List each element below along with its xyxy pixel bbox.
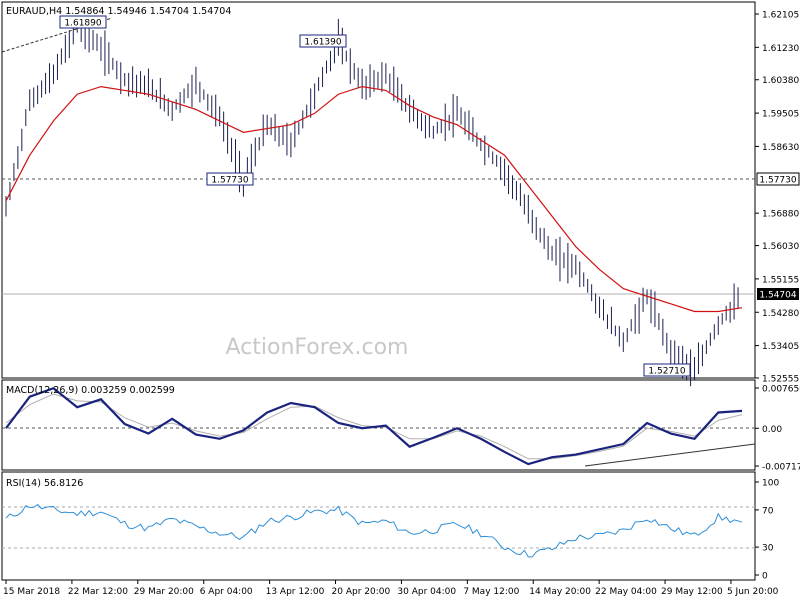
annotation-low-2: 1.52710 [643,363,691,377]
time-tick-label: 30 Apr 04:00 [397,587,456,597]
rsi-tick-label: 30 [762,544,774,554]
price-tick-label: 1.53405 [762,342,799,352]
svg-text:1.61890: 1.61890 [64,19,101,29]
price-tick-label: 1.60380 [762,76,799,86]
rsi-axis: 100 70 30 0 [755,479,779,582]
price-tick-label: 1.52555 [762,375,799,385]
price-tick-label: 1.59505 [762,110,799,120]
macd-line [5,387,743,466]
price-tick-label: 1.56880 [762,210,799,220]
price-tick-label: 1.61230 [762,44,799,54]
annotation-high-1: 1.61890 [59,15,107,29]
time-tick-label: 29 May 12:00 [661,587,723,597]
rsi-panel-title: RSI(14) 56.8126 [6,478,83,489]
time-tick-label: 22 Mar 12:00 [68,587,128,597]
price-tick-label: 1.55155 [762,275,799,285]
time-tick-label: 29 Mar 20:00 [134,587,194,597]
time-tick-label: 22 May 04:00 [595,587,657,597]
time-tick-label: 13 Apr 12:00 [266,587,325,597]
price-panel-title: EURAUD,H4 1.54864 1.54946 1.54704 1.5470… [6,6,231,17]
rsi-panel [1,471,756,581]
price-tick-label: 1.54280 [762,309,799,319]
svg-text:1.57730: 1.57730 [211,176,248,186]
price-tick-label: 1.58630 [762,143,799,153]
svg-text:1.57730: 1.57730 [759,176,796,186]
sma-layer [5,85,743,313]
time-axis: 15 Mar 2018 22 Mar 12:00 29 Mar 20:00 6 Apr… [3,580,779,597]
time-tick-label: 5 Jun 20:00 [727,587,779,597]
watermark: ActionForex.com [226,335,409,360]
macd-layer [5,387,743,466]
time-tick-label: 20 Apr 20:00 [332,587,391,597]
svg-text:1.52710: 1.52710 [648,367,685,377]
rsi-tick-label: 100 [762,479,779,489]
macd-trendline [584,443,756,467]
macd-tick-label: 0.00 [762,425,782,435]
annotation-low-1: 1.57730 [206,172,254,186]
time-tick-label: 6 Apr 04:00 [200,587,253,597]
svg-text:1.61390: 1.61390 [304,38,341,48]
price-axis: 1.62105 1.61230 1.60380 1.59505 1.58630 1.568… [755,11,799,385]
time-tick-label: 15 Mar 2018 [3,587,60,597]
price-tick-label: 1.62105 [762,11,799,21]
rsi-line [5,503,743,558]
rsi-tick-label: 0 [762,572,768,582]
price-tick-label: 1.56030 [762,242,799,252]
time-tick-label: 7 May 12:00 [463,587,519,597]
price-panel [1,1,756,379]
support-price-tag: 1.57730 [756,172,800,186]
svg-text:1.54704: 1.54704 [759,291,796,301]
sma-line [5,85,743,313]
rsi-layer [5,503,743,558]
time-tick-label: 14 May 20:00 [529,587,591,597]
rsi-tick-label: 70 [762,506,774,516]
macd-panel-title: MACD(12,26,9) 0.003259 0.002599 [6,385,175,396]
annotation-high-2: 1.61390 [299,34,347,48]
current-price-tag: 1.54704 [757,288,799,301]
